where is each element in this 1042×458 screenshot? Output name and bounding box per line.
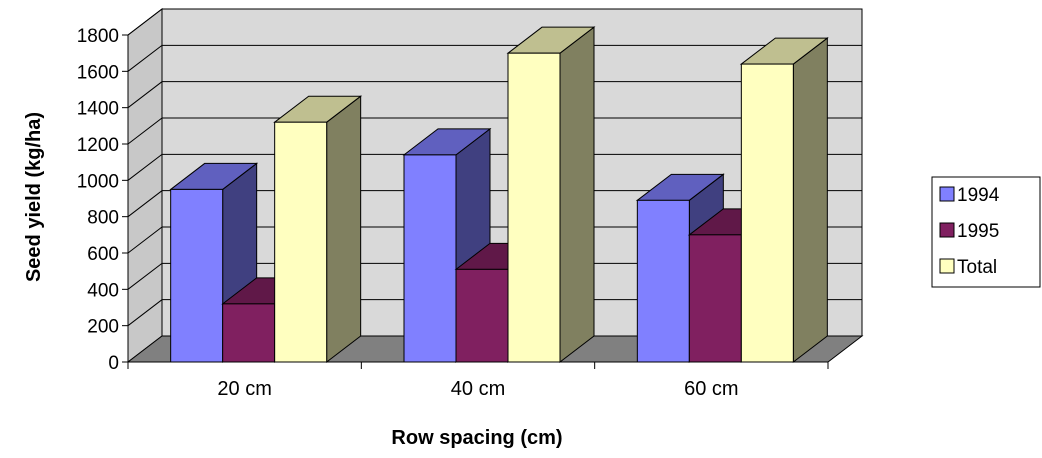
bar-front-face <box>274 121 328 363</box>
bar-total-20cm <box>273 95 363 364</box>
legend-label-total: Total <box>957 257 997 278</box>
bar-front-face <box>170 188 224 363</box>
y-tick-label: 200 <box>87 317 119 338</box>
bar-front-face <box>403 154 457 363</box>
gridline <box>127 117 862 145</box>
legend-swatch-1994 <box>939 186 955 202</box>
gridline <box>127 299 862 327</box>
legend-swatch-total <box>939 258 955 274</box>
x-category-label: 40 cm <box>451 378 505 400</box>
x-axis-title: Row spacing (cm) <box>391 427 562 449</box>
bar-total-40cm <box>506 26 596 364</box>
y-tick-label: 1000 <box>77 171 119 192</box>
x-category-label: 20 cm <box>217 378 271 400</box>
gridline <box>127 190 862 218</box>
bar-total-60cm <box>739 37 829 364</box>
gridline <box>127 81 862 109</box>
y-tick-label: 1600 <box>77 62 119 83</box>
bar-front-face <box>455 268 509 363</box>
y-tick-label: 1800 <box>77 26 119 47</box>
axes <box>122 34 829 369</box>
y-tick-label: 0 <box>108 353 119 374</box>
bar-side-face <box>792 37 828 364</box>
y-tick-label: 1200 <box>77 135 119 156</box>
y-axis-title: Seed yield (kg/ha) <box>23 112 45 282</box>
y-tick-label: 1400 <box>77 99 119 120</box>
bar-front-face <box>740 63 794 363</box>
bar-front-face <box>636 199 690 363</box>
legend-label-1995: 1995 <box>957 221 999 242</box>
gridline <box>127 262 862 290</box>
legend: 1994 1995 Total <box>931 176 1041 288</box>
y-tick-labels: 0 200 400 600 800 1000 1200 1400 1600 1800 <box>77 26 119 374</box>
gridline <box>127 153 862 181</box>
gridline <box>127 8 862 36</box>
x-category-labels: 20 cm 40 cm 60 cm <box>217 378 738 400</box>
bar-front-face <box>688 234 742 363</box>
gridline <box>127 226 862 254</box>
bar-side-face <box>559 26 595 364</box>
bar-front-face <box>222 303 276 363</box>
y-tick-label: 800 <box>87 208 119 229</box>
legend-label-1994: 1994 <box>957 185 1000 206</box>
gridlines <box>127 8 862 327</box>
y-tick-label: 600 <box>87 244 119 265</box>
gridline <box>127 44 862 72</box>
bars <box>169 26 829 364</box>
side-wall <box>127 7 163 364</box>
bar-front-face <box>507 52 561 363</box>
legend-swatch-1995 <box>939 222 955 238</box>
bar-side-face <box>326 95 362 364</box>
x-category-label: 60 cm <box>684 378 738 400</box>
y-tick-label: 400 <box>87 280 119 301</box>
